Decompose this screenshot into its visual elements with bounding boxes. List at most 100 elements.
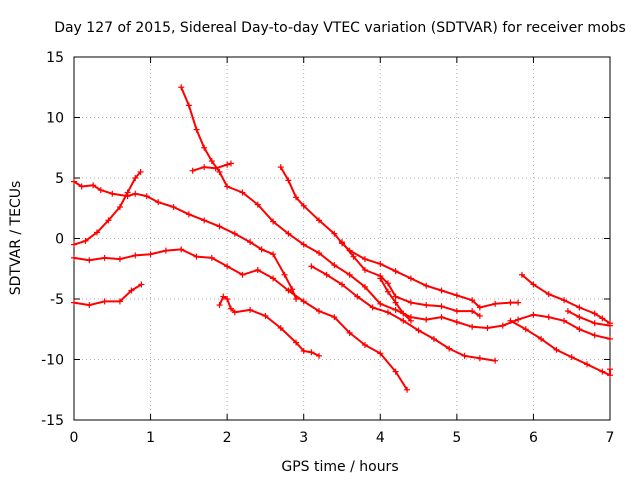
series-sat-n — [507, 317, 613, 379]
data-point-marker — [507, 299, 514, 306]
series-sat-g — [216, 293, 323, 359]
data-point-marker — [116, 256, 123, 263]
data-point-marker — [300, 298, 307, 305]
data-series — [71, 84, 613, 393]
data-point-marker — [453, 308, 460, 315]
data-point-marker — [469, 323, 476, 330]
data-point-marker — [201, 217, 208, 224]
data-point-marker — [553, 346, 560, 353]
y-tick-label: 0 — [55, 232, 64, 248]
data-point-marker — [239, 189, 246, 196]
data-point-marker — [277, 325, 284, 332]
data-point-marker — [377, 275, 384, 282]
x-tick-label: 0 — [70, 430, 79, 446]
series-line — [279, 166, 520, 309]
series-line — [566, 310, 611, 327]
series-line — [73, 170, 142, 246]
data-point-marker — [227, 305, 234, 312]
data-point-marker — [607, 366, 613, 373]
data-point-marker — [247, 239, 254, 246]
data-point-marker — [476, 355, 483, 362]
data-point-marker — [438, 314, 445, 321]
data-point-marker — [101, 298, 108, 305]
data-point-marker — [323, 271, 330, 278]
data-point-marker — [607, 335, 613, 342]
data-point-marker — [492, 357, 499, 364]
x-tick-labels: 0 1 2 3 4 5 6 7 — [70, 430, 615, 446]
data-point-marker — [86, 257, 93, 264]
data-point-marker — [258, 246, 265, 253]
series-sat-k — [377, 275, 414, 324]
y-tick-label: 15 — [46, 50, 64, 66]
data-point-marker — [361, 341, 368, 348]
chart-title: Day 127 of 2015, Sidereal Day-to-day VTE… — [54, 20, 626, 36]
data-point-marker — [239, 271, 246, 278]
data-point-marker — [346, 329, 353, 336]
data-point-marker — [492, 300, 499, 307]
data-point-marker — [469, 308, 476, 315]
series-sat-b — [71, 168, 144, 248]
x-tick-label: 5 — [452, 430, 461, 446]
data-point-marker — [216, 168, 223, 175]
series-sat-h — [277, 164, 522, 311]
data-point-marker — [377, 350, 384, 357]
data-point-marker — [392, 293, 399, 300]
data-point-marker — [71, 241, 77, 248]
data-point-marker — [124, 189, 131, 196]
data-point-marker — [128, 287, 135, 294]
data-point-marker — [224, 296, 231, 302]
data-point-marker — [384, 280, 391, 287]
data-point-marker — [224, 183, 231, 190]
data-point-marker — [515, 316, 522, 323]
y-tick-label: -10 — [41, 353, 64, 369]
data-point-marker — [193, 126, 200, 133]
data-point-marker — [170, 204, 177, 211]
data-point-marker — [308, 263, 315, 270]
data-point-marker — [227, 160, 234, 167]
data-point-marker — [384, 309, 391, 316]
data-point-marker — [289, 286, 296, 293]
data-point-marker — [453, 292, 460, 299]
data-point-marker — [576, 304, 583, 311]
data-point-marker — [438, 287, 445, 294]
data-point-marker — [208, 158, 215, 165]
x-tick-label: 1 — [146, 430, 155, 446]
data-point-marker — [591, 310, 598, 317]
data-point-marker — [415, 327, 422, 334]
x-tick-label: 4 — [376, 430, 385, 446]
data-point-marker — [300, 348, 307, 355]
series-line — [73, 180, 298, 300]
data-point-marker — [599, 315, 606, 322]
data-point-marker — [189, 167, 196, 174]
data-point-marker — [430, 335, 437, 342]
data-point-marker — [220, 293, 227, 300]
data-point-marker — [361, 256, 368, 263]
data-point-marker — [208, 254, 215, 261]
data-point-marker — [262, 312, 269, 319]
data-point-marker — [231, 230, 238, 237]
grid-lines — [74, 57, 610, 420]
data-point-marker — [201, 164, 208, 171]
data-point-marker — [231, 309, 238, 316]
data-point-marker — [423, 302, 430, 309]
data-point-marker — [247, 306, 254, 313]
data-point-marker — [316, 250, 323, 257]
data-point-marker — [285, 230, 292, 237]
series-sat-i — [339, 239, 483, 319]
y-axis-label: SDTVAR / TECUs — [8, 181, 24, 296]
data-point-marker — [545, 291, 552, 298]
data-point-marker — [392, 368, 399, 375]
data-point-marker — [71, 254, 77, 261]
data-point-marker — [423, 282, 430, 289]
series-sat-m — [564, 308, 613, 329]
data-point-marker — [377, 260, 384, 267]
series-sat-d — [71, 281, 145, 309]
data-point-marker — [193, 253, 200, 260]
data-point-marker — [518, 271, 525, 278]
data-point-marker — [185, 211, 192, 218]
data-point-marker — [316, 308, 323, 315]
data-point-marker — [132, 252, 139, 259]
data-point-marker — [354, 293, 361, 300]
data-point-marker — [331, 230, 338, 237]
